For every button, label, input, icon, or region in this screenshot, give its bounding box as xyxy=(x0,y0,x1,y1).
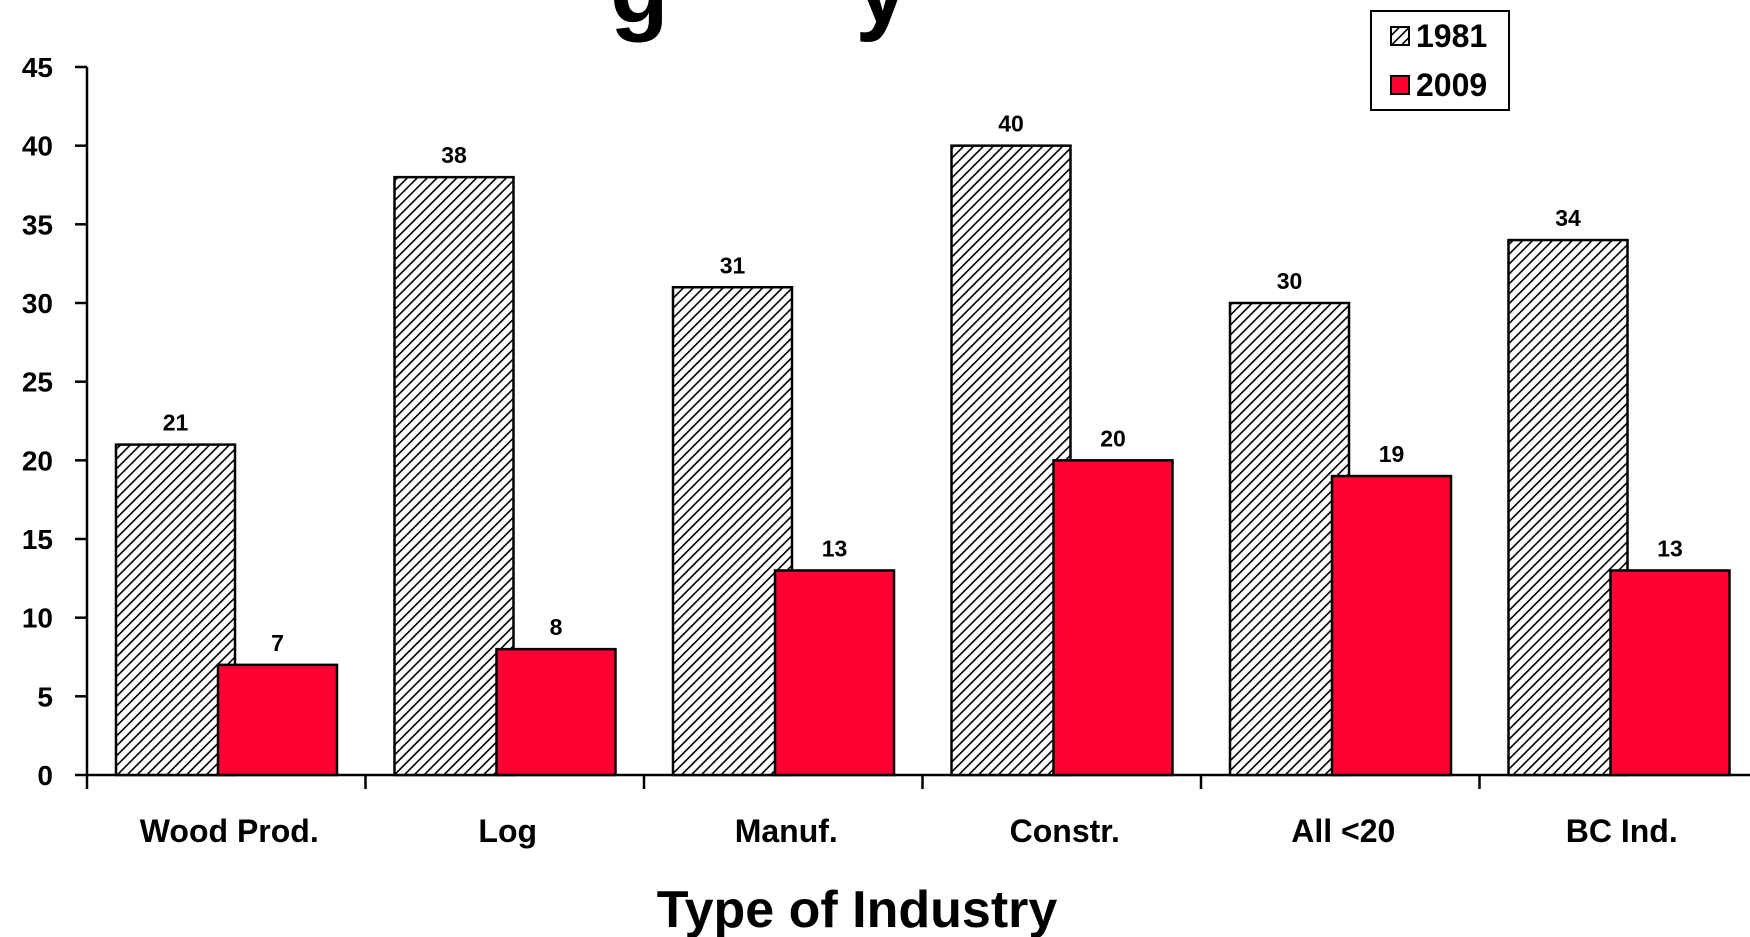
data-label-2009-4: 19 xyxy=(1379,441,1405,467)
plot-area: 0 5 10 15 20 25 30 35 40 45 21 7 Wood Prod. 38 8 Log 31 1… xyxy=(22,52,1750,849)
data-label-1981-0: 21 xyxy=(163,410,189,436)
y-tick-label: 0 xyxy=(37,760,53,791)
bar-1981-5 xyxy=(1507,238,1629,777)
data-label-2009-1: 8 xyxy=(550,614,563,640)
bar-1981-1 xyxy=(393,175,515,777)
data-label-1981-5: 34 xyxy=(1555,205,1581,231)
bar-2009-3 xyxy=(1052,459,1174,777)
x-tick-label: Log xyxy=(478,813,537,849)
data-label-2009-0: 7 xyxy=(271,630,284,656)
bar-2009-2 xyxy=(773,569,896,777)
y-tick-label: 15 xyxy=(22,524,53,555)
legend-swatch-2009 xyxy=(1390,75,1410,95)
x-tick-label: Constr. xyxy=(1010,813,1120,849)
bar-1981-2 xyxy=(671,286,794,777)
y-tick-label: 30 xyxy=(22,288,53,319)
chart-title-fragment: g y xyxy=(610,0,909,43)
bar-2009-4 xyxy=(1330,474,1453,777)
data-label-2009-5: 13 xyxy=(1657,535,1683,561)
x-tick-label: Wood Prod. xyxy=(140,813,319,849)
legend-label-2009: 2009 xyxy=(1416,67,1487,103)
bar-2009-5 xyxy=(1609,569,1731,777)
data-label-1981-1: 38 xyxy=(441,142,467,168)
x-axis-title: Type of Industry xyxy=(657,881,1058,937)
bar-1981-3 xyxy=(950,144,1072,777)
legend-swatch-1981 xyxy=(1390,26,1410,46)
legend-label-1981: 1981 xyxy=(1416,18,1487,54)
y-tick-label: 45 xyxy=(22,52,53,83)
data-label-1981-4: 30 xyxy=(1277,268,1303,294)
bar-1981-0 xyxy=(114,443,237,777)
y-tick-label: 25 xyxy=(22,367,53,398)
y-tick-label: 40 xyxy=(22,131,53,162)
data-label-2009-3: 20 xyxy=(1100,425,1126,451)
data-label-2009-2: 13 xyxy=(822,535,848,561)
y-tick-label: 35 xyxy=(22,209,53,240)
x-tick-label: Manuf. xyxy=(735,813,838,849)
bar-2009-1 xyxy=(495,647,617,777)
y-tick-label: 5 xyxy=(37,681,53,712)
y-tick-label: 10 xyxy=(22,603,53,634)
data-label-1981-2: 31 xyxy=(720,252,746,278)
data-label-1981-3: 40 xyxy=(998,111,1024,137)
x-tick-label: BC Ind. xyxy=(1566,813,1678,849)
bar-2009-0 xyxy=(216,663,339,777)
legend: 1981 2009 xyxy=(1370,10,1510,111)
x-tick-label: All <20 xyxy=(1291,813,1395,849)
y-tick-label: 20 xyxy=(22,445,53,476)
